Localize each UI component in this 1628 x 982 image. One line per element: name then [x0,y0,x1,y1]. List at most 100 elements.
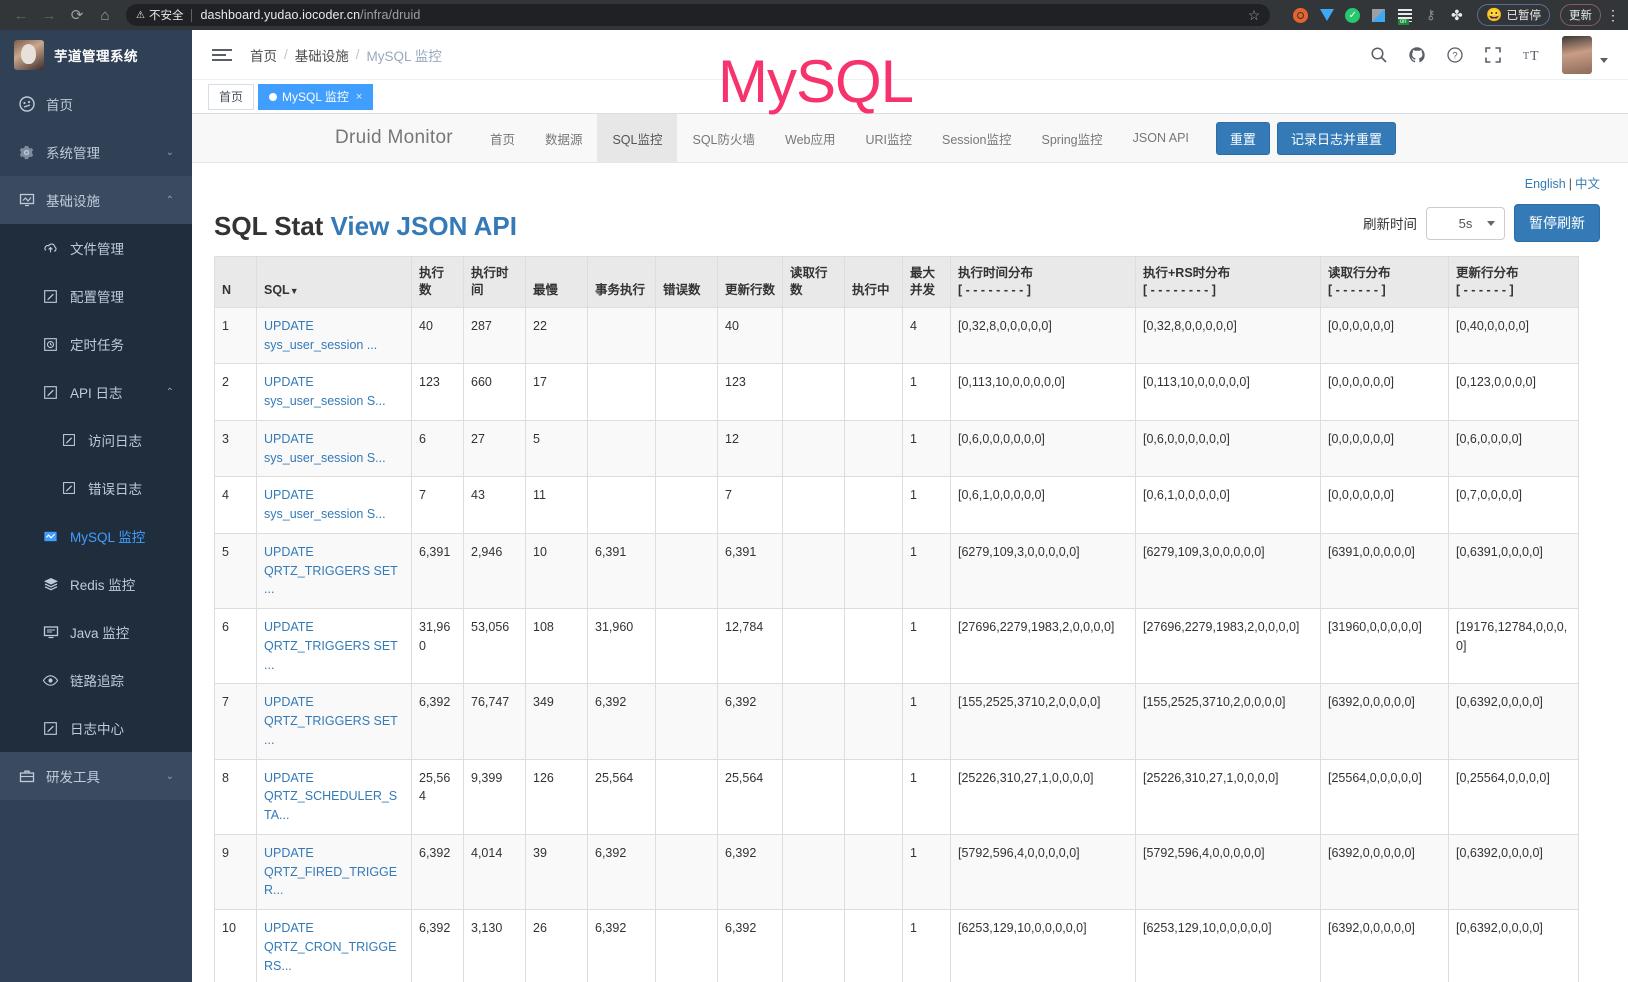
col-read-rows-dist[interactable]: 读取行分布[ - - - - - - ] [1320,256,1449,308]
extension-diamond-icon[interactable] [1318,7,1335,24]
druid-nav-json-api[interactable]: JSON API [1132,131,1189,145]
col-update-rows[interactable]: 更新行数 [717,256,783,308]
forward-arrow-icon[interactable]: → [41,6,57,24]
sql-link[interactable]: UPDATE sys_user_session S... [264,488,386,521]
log-and-reset-button[interactable]: 记录日志并重置 [1276,121,1396,155]
sidebar-item-api-log[interactable]: API 日志 ⌃ [0,368,192,416]
sidebar-item-scheduled-task[interactable]: 定时任务 [0,320,192,368]
breadcrumb-item-home[interactable]: 首页 [250,48,277,64]
druid-nav-datasource[interactable]: 数据源 [544,132,583,147]
col-error-count[interactable]: 错误数 [655,256,718,308]
profile-paused-pill[interactable]: 😀 已暂停 [1477,4,1550,26]
sidebar-item-java-monitor[interactable]: Java 监控 [0,608,192,656]
chevron-down-icon[interactable] [1600,58,1608,63]
kebab-menu-icon[interactable]: ⋮ [1606,7,1620,23]
col-exec-rs-time-dist[interactable]: 执行+RS时分布[ - - - - - - - - ] [1135,256,1321,308]
star-icon[interactable]: ☆ [1247,6,1261,23]
sidebar-item-config-manage[interactable]: 配置管理 [0,272,192,320]
col-exec-count[interactable]: 执行数 [411,256,464,308]
sidebar-item-access-log[interactable]: 访问日志 [0,416,192,464]
sql-link[interactable]: UPDATE QRTZ_TRIGGERS SET ... [264,620,398,672]
sidebar-item-error-log[interactable]: 错误日志 [0,464,192,512]
tab-home[interactable]: 首页 [208,83,255,110]
fullscreen-icon[interactable] [1484,46,1502,64]
col-running[interactable]: 执行中 [844,256,903,308]
col-read-rows[interactable]: 读取行数 [782,256,845,308]
cell-sql[interactable]: UPDATE QRTZ_SCHEDULER_STA... [256,758,412,835]
reload-icon[interactable]: ⟳ [70,7,84,24]
cell-sql[interactable]: UPDATE QRTZ_FIRED_TRIGGER... [256,833,412,911]
breadcrumb-separator: / [284,47,288,62]
github-icon[interactable] [1408,46,1426,64]
home-icon[interactable]: ⌂ [100,6,110,24]
sidebar-item-mysql-monitor[interactable]: MySQL 监控 [0,512,192,560]
sql-link[interactable]: UPDATE QRTZ_CRON_TRIGGERS... [264,921,397,973]
address-bar[interactable]: ⚠ 不安全 dashboard.yudao.iocoder.cn/infra/d… [126,4,1271,26]
sidebar-item-infra[interactable]: 基础设施 ⌃ [0,176,192,224]
lang-chinese-link[interactable]: 中文 [1574,177,1600,191]
sql-link[interactable]: UPDATE QRTZ_TRIGGERS SET ... [264,544,398,597]
view-json-api-link[interactable]: View JSON API [330,211,517,241]
sidebar-item-trace[interactable]: 链路追踪 [0,656,192,704]
sql-link[interactable]: UPDATE sys_user_session S... [264,431,386,465]
tab-mysql-monitor[interactable]: MySQL 监控 × [258,83,374,110]
sql-link[interactable]: UPDATE QRTZ_FIRED_TRIGGER... [264,845,398,898]
druid-nav-spring-monitor[interactable]: Spring监控 [1041,132,1103,147]
sql-link[interactable]: UPDATE sys_user_session ... [264,318,378,352]
druid-nav-home[interactable]: 首页 [489,132,515,147]
sidebar-item-log-center[interactable]: 日志中心 [0,704,192,752]
cell-sql[interactable]: UPDATE QRTZ_TRIGGERS SET ... [256,532,412,610]
cell-exec-time: 4,014 [463,833,526,911]
cell-sql[interactable]: UPDATE sys_user_session S... [256,363,412,421]
extension-key-icon[interactable]: ⚷ [1426,7,1436,22]
sidebar-item-file-manage[interactable]: 文件管理 [0,224,192,272]
close-icon[interactable]: × [355,90,363,103]
cell-sql[interactable]: UPDATE sys_user_session S... [256,476,412,534]
hamburger-icon[interactable] [212,48,234,61]
extension-grid-icon[interactable] [1370,7,1387,24]
druid-nav-buttons: 重置 记录日志并重置 [1215,114,1396,162]
user-avatar[interactable] [1562,35,1592,74]
cell-sql[interactable]: UPDATE sys_user_session ... [256,306,412,365]
cell-sql[interactable]: UPDATE QRTZ_TRIGGERS SET ... [256,683,412,760]
col-update-rows-dist[interactable]: 更新行分布[ - - - - - - ] [1448,256,1579,308]
search-icon[interactable] [1370,46,1388,64]
sidebar-logo[interactable]: 芋道管理系统 [0,30,192,80]
druid-nav-uri-monitor[interactable]: URI监控 [865,132,913,147]
col-max-concurrency[interactable]: 最大并发 [902,256,951,308]
help-icon[interactable]: ? [1446,46,1464,64]
sidebar-item-home[interactable]: 首页 [0,80,192,128]
col-sql[interactable]: SQL▼ [256,256,412,308]
druid-nav-sql-monitor[interactable]: SQL监控 [597,114,678,162]
cell-sql[interactable]: UPDATE sys_user_session S... [256,419,412,478]
extension-puzzle-icon[interactable]: ✤ [1450,6,1463,23]
sidebar-item-dev-tools[interactable]: 研发工具 ⌄ [0,752,192,800]
back-arrow-icon[interactable]: ← [13,6,29,24]
druid-nav-sql-firewall[interactable]: SQL防火墙 [692,132,755,147]
druid-nav-webapp[interactable]: Web应用 [785,132,836,147]
refresh-interval-select[interactable]: 5s [1426,206,1505,240]
sidebar-item-redis-monitor[interactable]: Redis 监控 [0,560,192,608]
cell-exec-time-dist: [155,2525,3710,2,0,0,0,0] [950,683,1136,760]
pause-refresh-button[interactable]: 暂停刷新 [1514,204,1600,242]
cell-sql[interactable]: UPDATE QRTZ_CRON_TRIGGERS... [256,908,412,982]
reset-button[interactable]: 重置 [1215,121,1270,155]
col-slowest[interactable]: 最慢 [525,256,588,308]
breadcrumb-item-infra[interactable]: 基础设施 [294,48,349,64]
druid-nav-session-monitor[interactable]: Session监控 [942,132,1012,147]
extension-check-icon[interactable]: ✓ [1344,7,1361,24]
update-button[interactable]: 更新 [1560,4,1601,26]
lang-english-link[interactable]: English [1524,177,1566,191]
extension-orange-icon[interactable] [1292,7,1309,24]
col-exec-time-dist[interactable]: 执行时间分布[ - - - - - - - - ] [950,256,1136,308]
cell-sql[interactable]: UPDATE QRTZ_TRIGGERS SET ... [256,607,412,685]
sql-link[interactable]: UPDATE QRTZ_TRIGGERS SET ... [264,695,398,747]
extension-list-on-icon[interactable]: on [1396,7,1413,25]
col-n[interactable]: N [214,256,257,308]
col-exec-time[interactable]: 执行时间 [463,256,526,308]
sql-link[interactable]: UPDATE sys_user_session S... [264,375,386,408]
sidebar-item-system[interactable]: 系统管理 ⌄ [0,128,192,176]
sql-link[interactable]: UPDATE QRTZ_SCHEDULER_STA... [264,770,398,823]
col-tx-exec[interactable]: 事务执行 [587,256,656,308]
